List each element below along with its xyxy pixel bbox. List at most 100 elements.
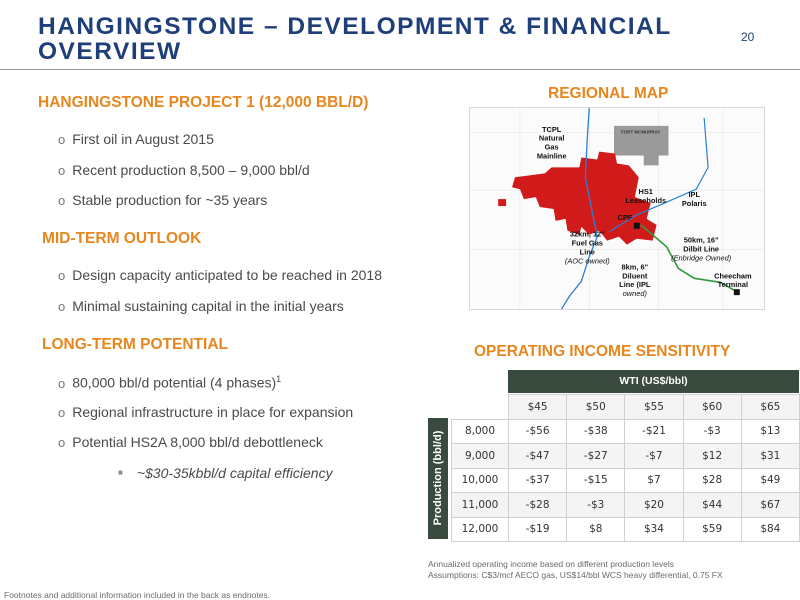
fuel-gas-label: 32km, 12" [570,230,605,239]
bullet-square-icon: ■ [118,468,123,477]
tcpl-label: TCPL [542,125,562,134]
production-label-box [428,418,448,539]
regional-map: TCPL Natural Gas Mainline FORT MCMURRAY … [469,107,765,310]
cheecham-marker [733,289,740,296]
table-cell: -$15 [566,467,626,493]
fuel-gas-label: Line [580,248,595,257]
longterm-bullet-3: o Potential HS2A 8,000 bbl/d debottleneck [58,434,323,450]
fort-mcmurray-area [614,125,669,166]
map-heading: REGIONAL MAP [548,85,669,102]
fort-mcmurray-label: FORT MCMURRAY [621,130,660,135]
bullet-circle-icon: o [58,268,66,283]
table-cell: $28 [682,467,742,493]
table-cell: $49 [740,467,800,493]
midterm-heading: MID-TERM OUTLOOK [42,230,202,247]
bullet-circle-icon: o [58,193,66,208]
production-axis-label: Production (bbl/d) [432,430,444,526]
project-bullet-2: o Recent production 8,500 – 9,000 bbl/d [58,162,310,178]
table-header-row: $45 $50 $55 $60 $65 [452,394,800,420]
table-cell: -$56 [507,418,568,444]
column-header: $65 [740,394,800,420]
row-header: 11,000 [451,492,509,518]
table-cell: -$37 [507,467,568,493]
midterm-bullet-1: o Design capacity anticipated to be reach… [58,267,382,283]
table-row: 9,000 -$47 -$27 -$7 $12 $31 [451,443,800,469]
bullet-circle-icon: o [58,132,66,147]
column-header: $50 [566,394,626,420]
lease-block [498,199,507,207]
table-cell: -$21 [624,418,684,444]
hs1-label: HS1 [639,187,653,196]
footnote-ref: 1 [276,374,282,384]
wti-column-header: WTI (US$/bbl) [508,370,799,393]
bullet-circle-icon: o [58,163,66,178]
cheecham-label: Cheecham [714,271,752,280]
table-row: 12,000 -$19 $8 $34 $59 $84 [451,516,800,542]
project-bullet-1: o First oil in August 2015 [58,131,214,147]
longterm-heading: LONG-TERM POTENTIAL [42,336,228,353]
table-cell: -$3 [566,492,626,518]
hs1-leaseholds [512,151,657,245]
diluent-label: 8km, 6" [622,262,649,271]
cpf-marker [633,222,640,229]
dilbit-label: (Enbridge Owned) [671,253,732,262]
table-cell: $34 [624,516,684,542]
diluent-label: Diluent [622,271,648,280]
table-cell: -$7 [624,443,684,469]
sensitivity-heading: OPERATING INCOME SENSITIVITY [474,343,731,360]
column-header: $60 [682,394,742,420]
table-cell: -$38 [566,418,626,444]
diluent-label: Line (IPL [619,280,651,289]
bullet-circle-icon: o [58,435,66,450]
row-header: 9,000 [451,443,509,469]
table-cell: $7 [624,467,684,493]
fuel-gas-line [608,117,709,233]
table-cell: -$47 [507,443,568,469]
column-header: $45 [507,394,568,420]
table-cell: $84 [740,516,800,542]
page-number: 20 [741,30,755,44]
table-row: 11,000 -$28 -$3 $20 $44 $67 [451,492,800,518]
fuel-gas-label: (AOC owned) [565,256,610,265]
table-cell: $8 [566,516,626,542]
table-cell: $31 [740,443,800,469]
cpf-label: CPF [618,213,633,222]
table-corner [452,395,509,420]
footer-note: Footnotes and additional information inc… [4,590,271,600]
table-cell: -$3 [682,418,742,444]
sensitivity-note: Annualized operating income based on dif… [428,559,723,580]
table-cell: $67 [740,492,800,518]
row-header: 10,000 [451,467,509,493]
dilbit-label: 50km, 16" [684,236,719,245]
project-bullet-3: o Stable production for ~35 years [58,192,268,208]
table-row: 10,000 -$37 -$15 $7 $28 $49 [451,467,800,493]
table-cell: -$28 [507,492,568,518]
table-cell: $59 [682,516,742,542]
bullet-circle-icon: o [58,375,66,391]
natural-gas-mainline [561,108,598,309]
table-cell: -$19 [507,516,568,542]
table-cell: $20 [624,492,684,518]
dilbit-label: Dilbit Line [683,245,719,254]
bullet-circle-icon: o [58,299,66,314]
row-header: 8,000 [451,418,509,444]
row-header: 12,000 [451,516,509,542]
tcpl-label: Gas [545,143,559,152]
project-heading: HANGINGSTONE PROJECT 1 (12,000 BBL/D) [38,94,369,111]
table-cell: $13 [740,418,800,444]
title-divider [0,69,800,70]
table-row: 8,000 -$56 -$38 -$21 -$3 $13 [451,418,800,444]
sub-bullet-capital-efficiency: ■ ~$30-35kbbl/d capital efficiency [118,465,333,481]
sensitivity-table: $45 $50 $55 $60 $65 8,000 -$56 -$38 -$21… [451,394,800,542]
midterm-bullet-2: o Minimal sustaining capital in the initi… [58,298,344,314]
ipl-label: IPL [688,190,700,199]
table-cell: -$27 [566,443,626,469]
dilbit-line [640,224,739,293]
cheecham-label: Terminal [718,280,748,289]
column-header: $55 [624,394,684,420]
diluent-label: owned) [623,289,648,298]
ipl-label: Polaris [682,199,707,208]
tcpl-label: Mainline [537,151,567,160]
fuel-gas-label: Fuel Gas [572,239,603,248]
longterm-bullet-2: o Regional infrastructure in place for ex… [58,404,354,420]
